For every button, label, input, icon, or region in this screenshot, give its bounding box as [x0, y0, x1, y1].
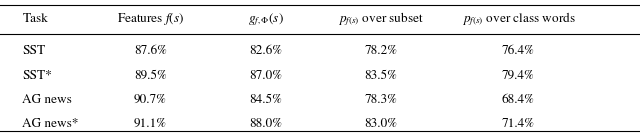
- Text: Task: Task: [22, 14, 48, 25]
- Text: 87.6%: 87.6%: [134, 46, 167, 57]
- Text: 83.5%: 83.5%: [364, 70, 397, 82]
- Text: 79.4%: 79.4%: [502, 70, 535, 82]
- Text: SST: SST: [22, 46, 45, 57]
- Text: 68.4%: 68.4%: [502, 94, 535, 106]
- Text: AG news*: AG news*: [22, 118, 79, 130]
- Text: $p_{f(s)}$ over class words: $p_{f(s)}$ over class words: [461, 11, 575, 28]
- Text: $g_{f,\Phi}(s)$: $g_{f,\Phi}(s)$: [248, 11, 284, 28]
- Text: 87.0%: 87.0%: [249, 70, 282, 82]
- Text: 88.0%: 88.0%: [249, 118, 282, 130]
- Text: Features $f(s)$: Features $f(s)$: [116, 11, 184, 27]
- Text: 84.5%: 84.5%: [249, 94, 282, 106]
- Text: 90.7%: 90.7%: [134, 94, 167, 106]
- Text: $p_{f(s)}$ over subset: $p_{f(s)}$ over subset: [338, 11, 424, 28]
- Text: AG news: AG news: [22, 94, 72, 106]
- Text: 82.6%: 82.6%: [249, 46, 282, 57]
- Text: 91.1%: 91.1%: [134, 118, 167, 130]
- Text: 71.4%: 71.4%: [502, 118, 535, 130]
- Text: 78.2%: 78.2%: [364, 46, 397, 57]
- Text: SST*: SST*: [22, 70, 52, 82]
- Text: 89.5%: 89.5%: [134, 70, 167, 82]
- Text: 76.4%: 76.4%: [502, 46, 535, 57]
- Text: 78.3%: 78.3%: [364, 94, 397, 106]
- Text: 83.0%: 83.0%: [364, 118, 397, 130]
